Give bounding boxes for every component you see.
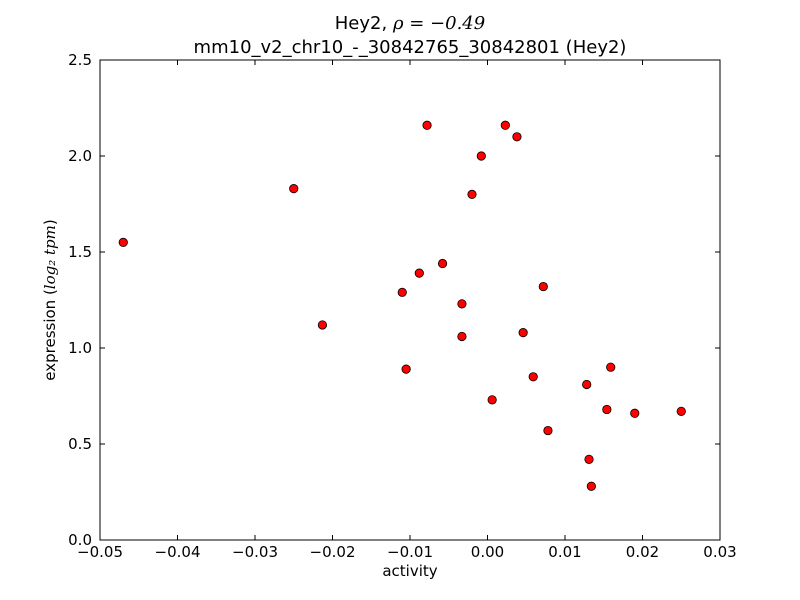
chart-title: Hey2, ρ = −0.49 (335, 13, 485, 34)
y-axis-label-text: expression ( (41, 289, 59, 381)
data-point (118, 237, 128, 247)
data-point (500, 120, 510, 130)
y-tick-label: 1.5 (68, 243, 92, 261)
data-point (630, 408, 640, 418)
data-point (586, 481, 596, 491)
y-axis-label-unit: log₂ tpm (41, 225, 59, 289)
x-tick-label: 0.01 (548, 543, 581, 561)
x-tick-label: −0.01 (387, 543, 433, 561)
y-tick-label: 2.0 (68, 147, 92, 165)
data-point (414, 268, 424, 278)
x-tick-label: −0.05 (77, 543, 123, 561)
data-point (582, 379, 592, 390)
data-point (584, 454, 594, 464)
plot-area: −0.05 −0.04 −0.03 −0.02 −0.01 0.00 0.01 0.02 0.0… (68, 51, 737, 561)
data-point (606, 362, 616, 372)
data-point (457, 331, 467, 342)
x-tick-label: 0.00 (471, 543, 504, 561)
y-axis-label: expression (log₂ tpm) (41, 219, 59, 380)
data-point (317, 320, 328, 330)
y-tick-label: 0.5 (68, 435, 92, 453)
data-point (602, 404, 612, 415)
data-point (397, 287, 407, 297)
x-tick-label: 0.03 (703, 543, 736, 561)
x-tick-label: −0.04 (155, 543, 201, 561)
y-tick-label: 2.5 (68, 51, 92, 69)
data-points (118, 120, 686, 491)
x-tick-label: −0.02 (310, 543, 356, 561)
data-point (487, 395, 497, 405)
data-point (538, 281, 548, 292)
data-point (467, 189, 477, 199)
data-point (437, 258, 448, 269)
y-tick-label: 0.0 (68, 531, 92, 549)
x-tick-label: −0.03 (232, 543, 278, 561)
data-point (289, 184, 299, 194)
plot-frame (99, 59, 721, 541)
chart-title-rho: ρ = −0.49 (392, 13, 485, 34)
data-point (676, 406, 686, 416)
data-point (512, 132, 522, 142)
chart-subtitle: mm10_v2_chr10_-_30842765_30842801 (Hey2) (194, 37, 627, 58)
data-point (528, 372, 538, 382)
data-point (476, 151, 486, 161)
x-tick-label: 0.02 (626, 543, 659, 561)
data-point (457, 299, 467, 309)
data-point (422, 120, 432, 130)
x-axis-label: activity (382, 562, 437, 580)
y-axis-label-close: ) (41, 219, 59, 225)
y-tick-label: 1.0 (68, 339, 92, 357)
data-point (518, 328, 528, 338)
y-axis-ticks: 0.0 0.5 1.0 1.5 2.0 2.5 (68, 51, 720, 549)
x-axis-ticks: −0.05 −0.04 −0.03 −0.02 −0.01 0.00 0.01 0.02 0.0… (77, 60, 737, 561)
data-point (543, 425, 553, 436)
data-point (401, 364, 411, 374)
chart-title-text: Hey2, (335, 13, 393, 34)
